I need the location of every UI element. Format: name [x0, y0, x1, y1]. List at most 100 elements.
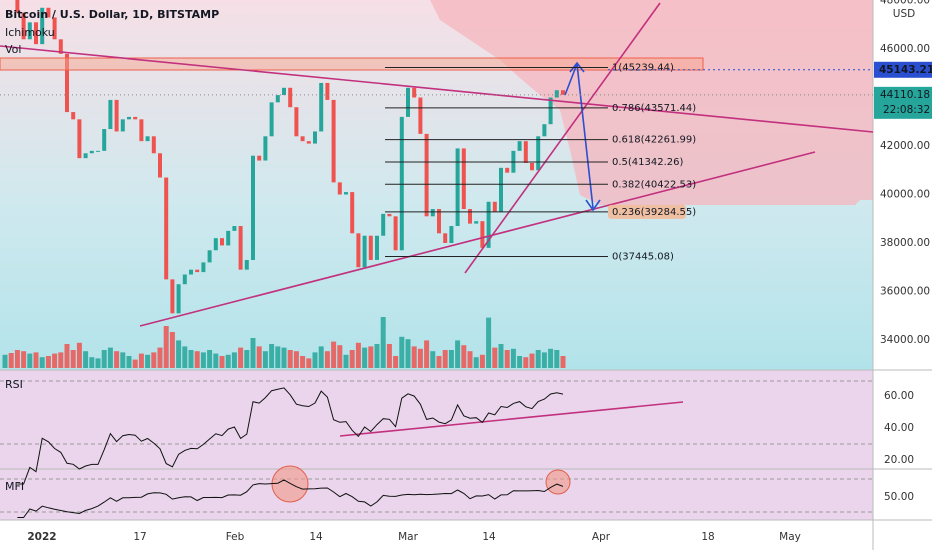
- candle: [319, 82, 324, 132]
- volume-bar: [498, 344, 504, 368]
- volume-bar: [417, 348, 423, 368]
- candle: [27, 22, 32, 40]
- candle: [461, 148, 466, 210]
- price-tick-label: 34000.00: [880, 334, 930, 346]
- candle: [139, 119, 144, 142]
- volume-bar: [374, 344, 380, 368]
- mfi-line: [17, 479, 564, 518]
- candle: [362, 235, 367, 268]
- time-tick-label: May: [779, 531, 801, 543]
- candle: [505, 167, 510, 173]
- volume-bar: [120, 352, 126, 368]
- volume-bar: [541, 352, 547, 368]
- candle: [164, 177, 169, 280]
- volume-bar: [225, 354, 231, 368]
- fib-label: 0.618(42261.99): [612, 135, 696, 146]
- volume-bar: [219, 356, 225, 368]
- candle: [356, 233, 361, 268]
- mfi-highlight: [545, 469, 571, 495]
- volume-bar: [107, 347, 113, 368]
- time-tick-label: 18: [701, 531, 714, 543]
- candle: [114, 99, 119, 132]
- candle: [158, 153, 162, 178]
- volume-bar: [324, 351, 330, 368]
- candle: [344, 192, 348, 195]
- candle: [195, 269, 200, 273]
- volume-bar: [269, 344, 275, 368]
- candle: [189, 269, 193, 275]
- volume-bar: [132, 359, 138, 368]
- volume-bar: [461, 345, 467, 368]
- candle: [449, 226, 454, 243]
- candle: [492, 201, 497, 212]
- candle: [120, 119, 125, 132]
- volume-bar: [8, 353, 14, 368]
- volume-bar: [523, 357, 529, 368]
- volume-bar: [436, 356, 442, 368]
- candle: [530, 162, 534, 171]
- price-tick-label: 40000.00: [880, 189, 930, 201]
- volume-bar: [362, 347, 368, 368]
- candle: [269, 102, 274, 137]
- time-tick-label: Mar: [398, 531, 418, 543]
- volume-bar: [287, 350, 293, 368]
- candle: [294, 107, 299, 137]
- candle: [455, 148, 460, 227]
- last-price: 44110.18: [880, 89, 930, 101]
- mfi-tick-label: 50.00: [884, 491, 914, 503]
- volume-bar: [337, 345, 343, 368]
- candle: [443, 233, 448, 243]
- volume-bar: [293, 351, 299, 368]
- candle: [300, 136, 305, 142]
- volume-bar: [448, 350, 454, 368]
- candle: [151, 136, 156, 154]
- volume-bar: [39, 357, 45, 368]
- volume-bar: [33, 352, 39, 368]
- candle: [232, 226, 237, 231]
- candle: [133, 116, 138, 120]
- price-tick-label: 38000.00: [880, 237, 930, 249]
- time-tick-label: 17: [133, 531, 146, 543]
- mfi-label: MFI: [5, 480, 24, 493]
- alert-tag: [874, 61, 932, 78]
- volume-bar: [70, 350, 76, 368]
- volume-bar: [213, 353, 219, 368]
- trendline: [139, 151, 816, 327]
- arrow-head: [585, 199, 601, 212]
- volume-bar: [52, 353, 58, 368]
- volume-bar: [349, 350, 355, 368]
- price-area: [2, 0, 566, 368]
- volume-bar: [312, 352, 318, 368]
- candle: [52, 17, 57, 40]
- candle: [176, 284, 181, 314]
- candle: [34, 22, 38, 45]
- volume-bar: [492, 347, 498, 368]
- volume-bar: [306, 358, 312, 368]
- candle: [474, 221, 479, 224]
- volume-bar: [467, 351, 473, 368]
- volume-bar: [126, 356, 132, 368]
- candle: [288, 87, 293, 108]
- candle: [375, 235, 379, 260]
- candle: [89, 150, 94, 154]
- bar-countdown: 22:08:32: [883, 104, 930, 116]
- volume-bar: [318, 346, 324, 368]
- volume-bar: [486, 317, 492, 368]
- volume-bar: [45, 356, 51, 368]
- indicator-label: Ichimoku: [5, 26, 55, 39]
- price-tick-label: 42000.00: [880, 140, 930, 152]
- volume-bar: [386, 344, 392, 368]
- candle: [201, 262, 206, 273]
- volume-bar: [473, 357, 479, 368]
- candle: [96, 150, 100, 152]
- volume-bar: [64, 344, 70, 368]
- volume-bar: [2, 354, 8, 368]
- candle: [480, 221, 485, 248]
- candle: [275, 95, 280, 103]
- volume-bar: [207, 350, 213, 368]
- candle: [412, 87, 417, 98]
- candle: [46, 7, 51, 18]
- volume-bar: [535, 350, 541, 368]
- volume-bar: [430, 351, 436, 368]
- candle: [337, 182, 342, 195]
